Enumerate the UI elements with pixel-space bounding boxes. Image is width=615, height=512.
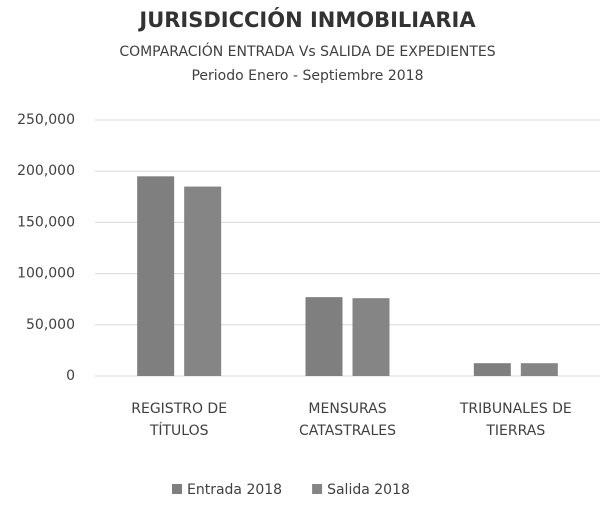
subtitle: Periodo Enero - Septiembre 2018 — [191, 68, 424, 84]
y-tick-label: 250,000 — [17, 112, 75, 128]
legend-swatch — [312, 484, 323, 494]
x-tick-label: TRIBUNALES DE TIERRAS — [459, 401, 572, 439]
bar — [352, 298, 390, 376]
chart-title: JURISDICCIÓN INMOBILIARIA — [139, 8, 476, 32]
legend-swatch — [172, 484, 182, 494]
legend-label: Salida 2018 — [327, 482, 410, 498]
y-tick-label: 0 — [66, 368, 75, 384]
y-tick-label: 50,000 — [26, 317, 75, 333]
x-tick-label: REGISTRO DE TÍTULOS — [131, 401, 228, 439]
y-tick-label: 150,000 — [17, 214, 75, 230]
bar — [137, 176, 175, 376]
bar — [520, 363, 558, 376]
y-tick-label: 100,000 — [17, 266, 75, 282]
bar — [305, 297, 343, 376]
y-tick-label: 200,000 — [17, 163, 75, 179]
legend-label: Entrada 2018 — [187, 482, 282, 498]
x-tick-label: MENSURAS CATASTRALES — [298, 401, 396, 439]
bar — [184, 186, 222, 376]
subtitle: COMPARACIÓN ENTRADA Vs SALIDA DE EXPEDIE… — [119, 44, 496, 60]
bar — [473, 363, 511, 376]
